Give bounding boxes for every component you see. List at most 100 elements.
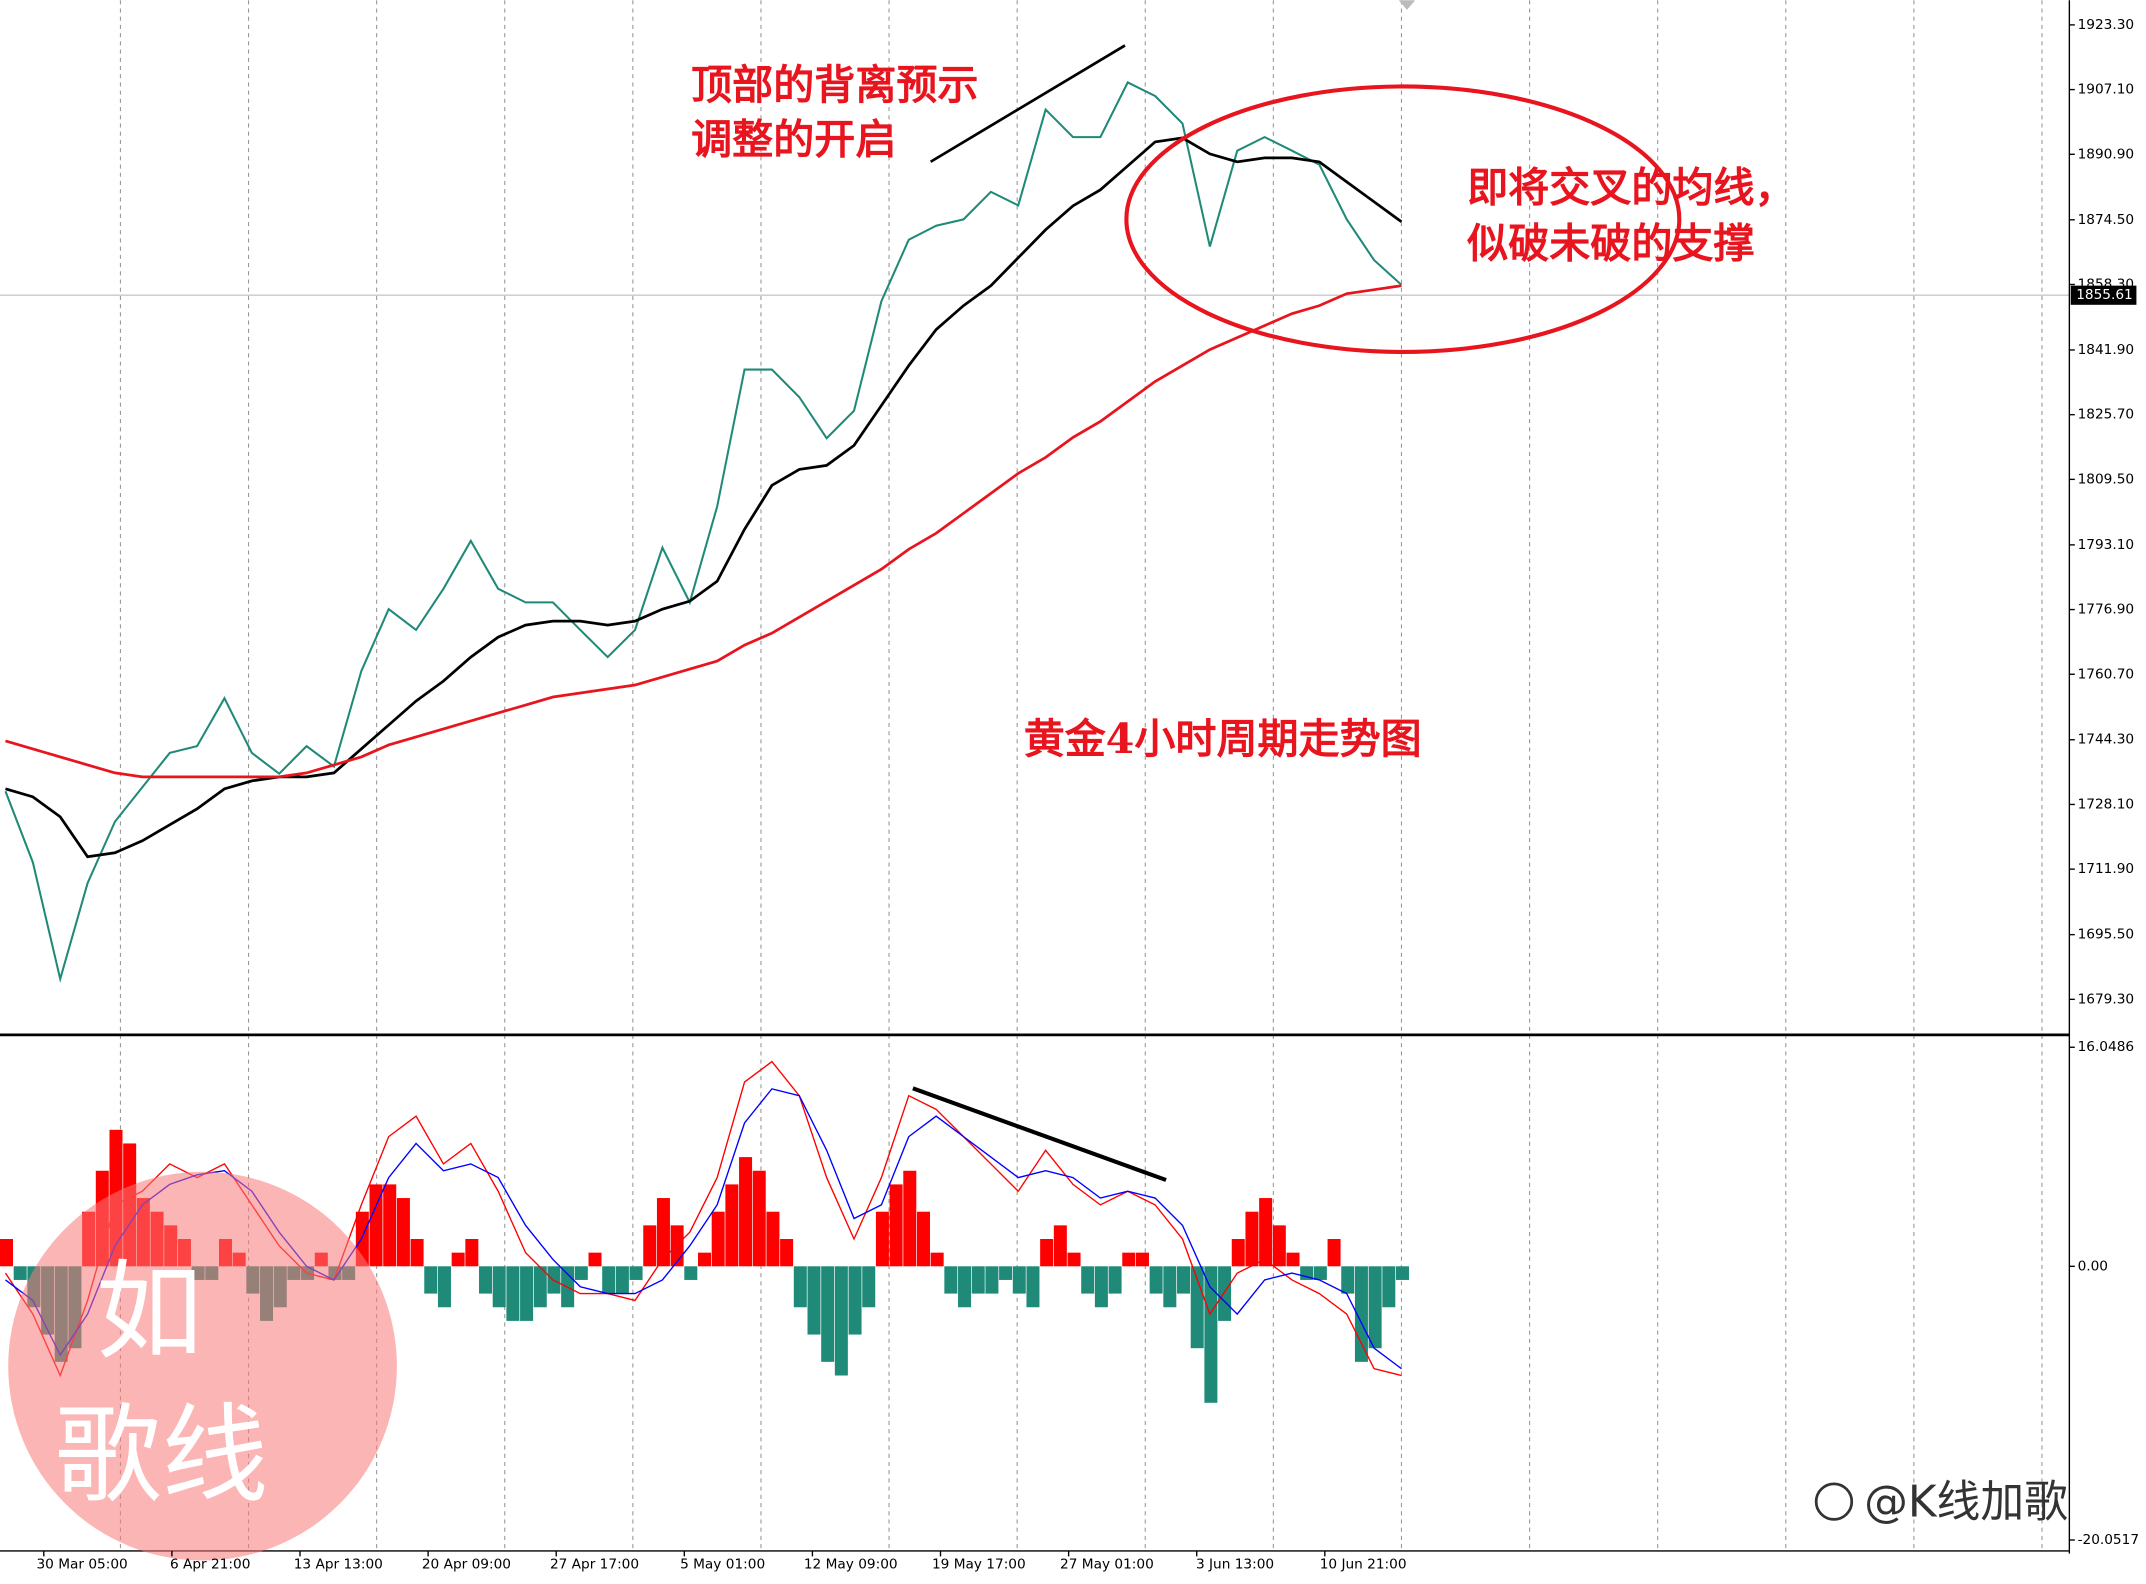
histogram-bar xyxy=(766,1211,780,1267)
histogram-bar xyxy=(424,1266,438,1294)
histogram-bar xyxy=(1135,1252,1149,1267)
stamp: 如 歌线 xyxy=(8,1171,397,1561)
histogram-bar xyxy=(1231,1238,1245,1267)
histogram-bar xyxy=(1122,1252,1136,1267)
y-tick-label: 1890.90 xyxy=(2078,146,2135,162)
histogram-bar xyxy=(971,1266,985,1294)
y-tick-label: 1679.30 xyxy=(2078,991,2135,1007)
histogram-bar xyxy=(848,1266,862,1335)
histogram-bar xyxy=(588,1252,602,1267)
trend-line xyxy=(912,1086,1167,1182)
y-tick-label: 1825.70 xyxy=(2078,407,2135,423)
histogram-bar xyxy=(1067,1252,1081,1267)
histogram-bar xyxy=(1218,1266,1232,1321)
histogram-bar xyxy=(506,1266,520,1321)
histogram-bar xyxy=(985,1266,999,1294)
last-price-label: 1855.61 xyxy=(2076,287,2133,303)
histogram-bar xyxy=(1177,1266,1191,1294)
annotation: 顶部的背离预示 xyxy=(691,60,978,109)
histogram-bar xyxy=(780,1238,794,1267)
histogram-bar xyxy=(396,1198,410,1267)
histogram-bar xyxy=(1163,1266,1177,1308)
x-tick-label: 6 Apr 21:00 xyxy=(170,1557,250,1573)
x-tick-label: 12 May 09:00 xyxy=(804,1557,898,1573)
histogram-bar xyxy=(520,1266,534,1321)
histogram-bar xyxy=(369,1184,383,1267)
y-tick-label: 1728.10 xyxy=(2078,796,2135,812)
x-tick-label: 13 Apr 13:00 xyxy=(294,1557,383,1573)
histogram-bar xyxy=(999,1266,1013,1280)
series-line xyxy=(4,81,1403,984)
histogram-bar xyxy=(1245,1211,1259,1267)
histogram-bar xyxy=(862,1266,876,1308)
y-tick-label: 1793.10 xyxy=(2078,537,2135,553)
histogram-bar xyxy=(0,1238,14,1267)
histogram-bar xyxy=(1313,1266,1327,1280)
histogram-bar xyxy=(1286,1252,1300,1267)
histogram-bar xyxy=(834,1266,848,1376)
histogram-bar xyxy=(615,1266,629,1294)
histogram-bar xyxy=(656,1198,670,1267)
y-tick-label: 1776.90 xyxy=(2078,602,2135,618)
annotation: 黄金4小时周期走势图 xyxy=(1024,714,1422,763)
histogram-bar xyxy=(1259,1198,1273,1267)
histogram-bar xyxy=(752,1170,766,1267)
y-tick-label: 1744.30 xyxy=(2078,732,2135,748)
histogram-bar xyxy=(875,1211,889,1267)
histogram-bar xyxy=(1327,1238,1341,1267)
histogram-bar xyxy=(944,1266,958,1294)
y-tick-label: 0.00 xyxy=(2078,1258,2108,1274)
y-tick-label: 1874.50 xyxy=(2078,212,2135,228)
histogram-bar xyxy=(1395,1266,1409,1280)
histogram-bar xyxy=(1026,1266,1040,1308)
y-tick-label: 1841.90 xyxy=(2078,342,2135,358)
histogram-bar xyxy=(383,1184,397,1267)
histogram-bar xyxy=(1040,1238,1054,1267)
histogram-bar xyxy=(807,1266,821,1335)
last-price-box xyxy=(2070,285,2137,305)
stamp-text: 歌线 xyxy=(55,1394,269,1518)
x-tick-label: 30 Mar 05:00 xyxy=(36,1557,127,1573)
annotation: 即将交叉的均线， xyxy=(1467,162,1795,211)
x-tick-label: 27 Apr 17:00 xyxy=(550,1557,639,1573)
histogram-bar xyxy=(451,1252,465,1267)
x-tick-label: 20 Apr 09:00 xyxy=(422,1557,511,1573)
stamp-text: 如 xyxy=(96,1250,203,1374)
histogram-bar xyxy=(930,1252,944,1267)
histogram-bar xyxy=(889,1184,903,1267)
histogram-bar xyxy=(533,1266,547,1308)
histogram-bar xyxy=(465,1238,479,1267)
histogram-bar xyxy=(602,1266,616,1294)
histogram-bar xyxy=(1341,1266,1355,1294)
histogram-bar xyxy=(958,1266,972,1308)
x-tick-label: 3 Jun 13:00 xyxy=(1196,1557,1274,1573)
y-tick-label: 1809.50 xyxy=(2078,471,2135,487)
histogram-bar xyxy=(643,1225,657,1267)
histogram-bar xyxy=(574,1266,588,1280)
trend-line xyxy=(929,44,1126,163)
histogram-bar xyxy=(697,1252,711,1267)
histogram-bar xyxy=(684,1266,698,1280)
stamp-circle xyxy=(8,1171,397,1561)
y-tick-label: 1695.50 xyxy=(2078,927,2135,943)
watermark-icon xyxy=(1814,1482,1854,1521)
x-tick-label: 27 May 01:00 xyxy=(1060,1557,1154,1573)
histogram-bar xyxy=(903,1170,917,1267)
histogram-bar xyxy=(1081,1266,1095,1294)
x-tick-label: 5 May 01:00 xyxy=(680,1557,765,1573)
annotation: 似破未破的支撑 xyxy=(1466,219,1754,268)
histogram-bar xyxy=(492,1266,506,1308)
histogram-bar xyxy=(1149,1266,1163,1294)
histogram-bar xyxy=(916,1211,930,1267)
histogram-bar xyxy=(711,1211,725,1267)
histogram-bar xyxy=(739,1157,753,1267)
shift-marker xyxy=(1398,0,1416,10)
histogram-bar xyxy=(821,1266,835,1362)
y-tick-label: -20.0517 xyxy=(2078,1532,2139,1548)
histogram-bar xyxy=(1204,1266,1218,1403)
histogram-bar xyxy=(1108,1266,1122,1294)
series-line xyxy=(5,136,1403,859)
y-tick-label: 1923.30 xyxy=(2078,17,2135,33)
y-tick-label: 1907.10 xyxy=(2078,82,2135,98)
histogram-bar xyxy=(1053,1225,1067,1267)
